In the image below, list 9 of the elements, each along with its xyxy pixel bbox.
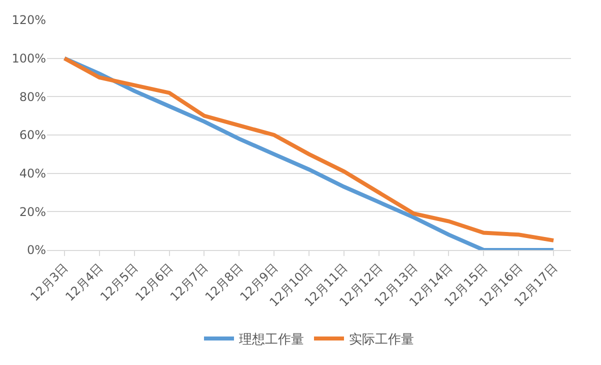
y-tick-label: 100% xyxy=(12,52,46,66)
legend-label: 实际工作量 xyxy=(349,332,414,348)
legend-label: 理想工作量 xyxy=(239,332,304,348)
y-tick-label: 120% xyxy=(12,13,46,28)
y-tick-label: 20% xyxy=(19,204,46,219)
y-tick-label: 80% xyxy=(19,90,46,104)
y-tick-label: 0% xyxy=(26,243,46,258)
y-tick-label: 60% xyxy=(19,128,46,142)
y-tick-label: 40% xyxy=(19,166,46,181)
